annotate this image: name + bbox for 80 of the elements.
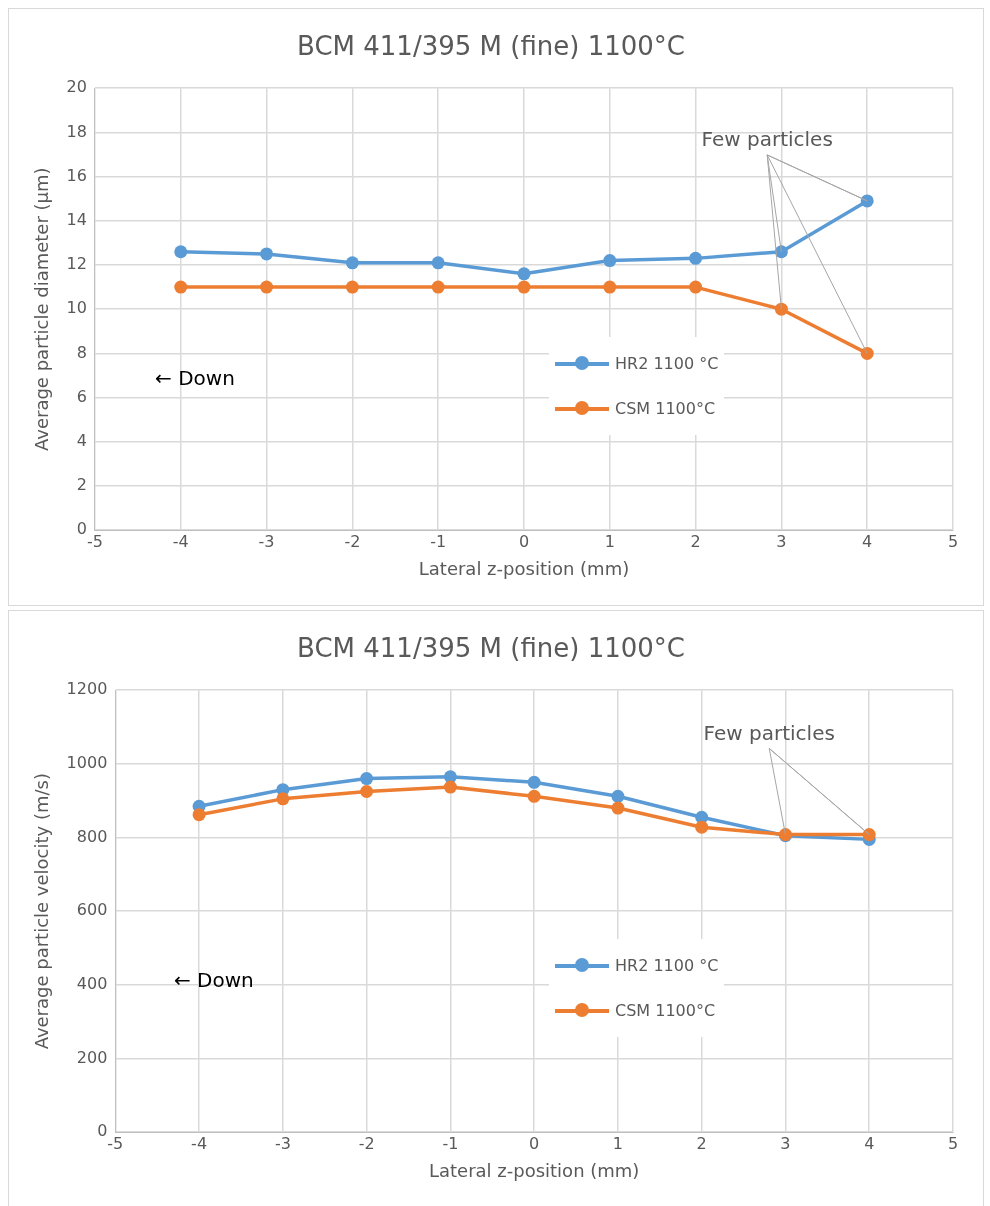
x-tick-label: -3 bbox=[258, 531, 275, 551]
x-tick-label: -2 bbox=[344, 531, 361, 551]
y-tick-label: 2 bbox=[76, 475, 87, 495]
x-tick-label: 3 bbox=[776, 531, 787, 551]
x-tick-label: -5 bbox=[86, 531, 103, 551]
annotation: ← Down bbox=[155, 366, 235, 391]
point bbox=[517, 280, 531, 294]
y-tick-label: 12 bbox=[66, 254, 87, 274]
x-tick-label: -5 bbox=[107, 1133, 124, 1153]
y-tick-label: 20 bbox=[66, 77, 87, 97]
legend-label: HR2 1100 °C bbox=[614, 955, 719, 977]
x-axis-title: Lateral z-position (mm) bbox=[428, 1159, 640, 1181]
annotation: Few particles bbox=[701, 127, 833, 152]
x-tick-label: -4 bbox=[172, 531, 189, 551]
point bbox=[527, 775, 541, 789]
x-tick-label: 3 bbox=[780, 1133, 791, 1153]
legend-label: HR2 1100 °C bbox=[614, 353, 719, 375]
x-axis-title: Lateral z-position (mm) bbox=[418, 557, 630, 579]
chart-title: BCM 411/395 M (fine) 1100°C bbox=[297, 31, 685, 62]
y-tick-label: 8 bbox=[76, 342, 87, 362]
point bbox=[689, 251, 703, 265]
point bbox=[862, 828, 876, 842]
point bbox=[443, 780, 457, 794]
y-tick-label: 800 bbox=[76, 826, 108, 846]
x-tick-label: 5 bbox=[947, 531, 959, 551]
x-tick-label: -3 bbox=[274, 1133, 291, 1153]
y-tick-label: 1000 bbox=[66, 753, 108, 773]
y-tick-label: 6 bbox=[76, 386, 87, 406]
point bbox=[774, 302, 788, 316]
point bbox=[345, 280, 359, 294]
x-tick-label: -4 bbox=[191, 1133, 208, 1153]
x-tick-label: 2 bbox=[696, 1133, 707, 1153]
point bbox=[603, 254, 617, 268]
x-tick-label: 0 bbox=[518, 531, 530, 551]
x-tick-label: -2 bbox=[358, 1133, 375, 1153]
point bbox=[345, 256, 359, 270]
point bbox=[860, 346, 874, 360]
legend-label: CSM 1100°C bbox=[614, 1000, 717, 1022]
x-tick-label: 5 bbox=[947, 1133, 959, 1153]
point bbox=[611, 801, 625, 815]
y-tick-label: 16 bbox=[66, 165, 87, 185]
x-tick-label: -1 bbox=[442, 1133, 459, 1153]
x-tick-label: 2 bbox=[690, 531, 701, 551]
y-axis-title: Average particle velocity (m/s) bbox=[31, 773, 53, 1050]
y-axis-title: Average particle diameter (µm) bbox=[31, 167, 53, 451]
point bbox=[431, 280, 445, 294]
x-tick-label: 0 bbox=[529, 1133, 540, 1153]
point bbox=[689, 280, 703, 294]
y-tick-label: 600 bbox=[76, 900, 108, 920]
point bbox=[603, 280, 617, 294]
legend-label: CSM 1100°C bbox=[614, 398, 717, 420]
chart-title: BCM 411/395 M (fine) 1100°C bbox=[297, 633, 685, 664]
point bbox=[260, 247, 274, 261]
x-tick-label: 4 bbox=[862, 531, 873, 551]
point bbox=[276, 792, 290, 806]
y-tick-label: 14 bbox=[66, 209, 87, 229]
annotation: Few particles bbox=[703, 720, 835, 745]
x-tick-label: -1 bbox=[430, 531, 447, 551]
annotation: ← Down bbox=[173, 968, 254, 993]
x-tick-label: 1 bbox=[604, 531, 615, 551]
point bbox=[695, 820, 709, 834]
point bbox=[611, 789, 625, 803]
point bbox=[192, 808, 206, 822]
point bbox=[360, 772, 374, 786]
point bbox=[517, 267, 531, 281]
point bbox=[260, 280, 274, 294]
x-tick-label: 4 bbox=[864, 1133, 875, 1153]
y-tick-label: 400 bbox=[76, 974, 108, 994]
y-tick-label: 200 bbox=[76, 1047, 108, 1067]
x-tick-label: 1 bbox=[612, 1133, 624, 1153]
point bbox=[174, 245, 188, 259]
point bbox=[360, 784, 374, 798]
point bbox=[860, 194, 874, 208]
point bbox=[527, 789, 541, 803]
point bbox=[174, 280, 188, 294]
point bbox=[431, 256, 445, 270]
y-tick-label: 18 bbox=[66, 121, 87, 141]
y-tick-label: 4 bbox=[76, 430, 87, 450]
y-tick-label: 10 bbox=[66, 298, 87, 318]
y-tick-label: 1200 bbox=[66, 679, 108, 699]
